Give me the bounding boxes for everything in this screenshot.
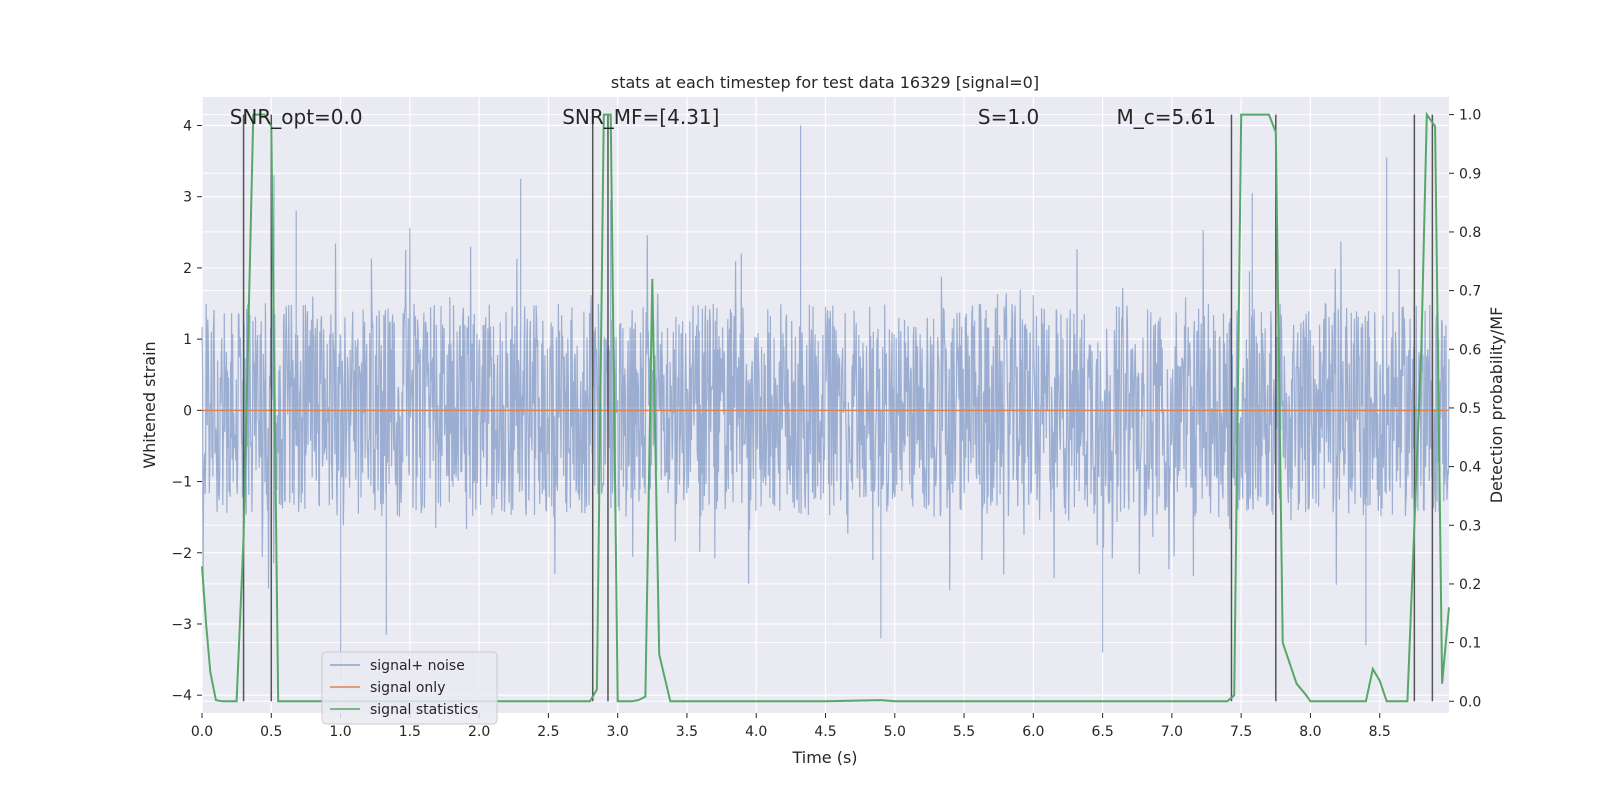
x-tick-label: 6.0: [1022, 724, 1044, 740]
x-tick-label: 6.5: [1091, 724, 1113, 740]
x-axis-label: Time (s): [791, 748, 857, 767]
x-tick-label: 2.0: [468, 724, 490, 740]
y-tick-label: 3: [183, 190, 192, 206]
annotation-text: SNR_MF=[4.31]: [562, 105, 719, 129]
x-tick-label: 3.5: [676, 724, 698, 740]
y2-tick-label: 0.2: [1459, 577, 1481, 593]
y-tick-label: −2: [171, 546, 192, 562]
x-tick-label: 3.0: [607, 724, 629, 740]
legend-label-noise: signal+ noise: [370, 658, 465, 674]
y2-tick-label: 0.9: [1459, 166, 1481, 182]
y2-tick-label: 0.0: [1459, 694, 1481, 710]
y2-tick-label: 0.6: [1459, 342, 1481, 358]
y-tick-label: 0: [183, 403, 192, 419]
legend: signal+ noise signal only signal statist…: [321, 651, 498, 725]
annotation-text: S=1.0: [978, 105, 1039, 129]
annotation-text: M_c=5.61: [1116, 105, 1216, 129]
detection-vlines: [242, 114, 1434, 702]
x-tick-label: 7.0: [1161, 724, 1183, 740]
y-tick-label: −1: [171, 475, 192, 491]
x-axis-ticks: 0.0 0.5 1.0 1.5 2.0 2.5 3.0 3.5 4.0 4.5 5.0 5.5 6.0 6…: [191, 713, 1391, 740]
x-tick-label: 5.0: [884, 724, 906, 740]
y-axis-ticks: −4 −3 −2 −1 0 1 2 3 4: [171, 118, 202, 704]
x-tick-label: 8.5: [1369, 724, 1391, 740]
legend-label-stats: signal statistics: [370, 702, 478, 718]
x-tick-label: 5.5: [953, 724, 975, 740]
y-axis-label: Whitened strain: [140, 341, 159, 468]
annotation-text: SNR_opt=0.0: [230, 105, 363, 129]
stats-line: [201, 111, 1450, 703]
y2-tick-label: 1.0: [1459, 108, 1481, 124]
y-tick-label: 1: [183, 332, 192, 348]
y-tick-label: 4: [183, 118, 192, 134]
y-tick-label: −3: [171, 617, 192, 633]
y2-tick-label: 0.3: [1459, 518, 1481, 534]
x-tick-label: 2.5: [537, 724, 559, 740]
chart-title: stats at each timestep for test data 163…: [611, 73, 1039, 92]
y2-tick-label: 0.1: [1459, 636, 1481, 652]
x-tick-label: 1.0: [329, 724, 351, 740]
y-tick-label: −4: [171, 688, 192, 704]
legend-label-signal: signal only: [370, 680, 445, 696]
annotations: SNR_opt=0.0 SNR_MF=[4.31] S=1.0 M_c=5.61: [230, 105, 1216, 129]
y2-tick-label: 0.7: [1459, 284, 1481, 300]
y2-tick-label: 0.4: [1459, 460, 1481, 476]
y2-tick-label: 0.5: [1459, 401, 1481, 417]
signal-statistics-series: [201, 111, 1450, 703]
y2-tick-label: 0.8: [1459, 225, 1481, 241]
x-tick-label: 8.0: [1299, 724, 1321, 740]
x-tick-label: 4.5: [814, 724, 836, 740]
x-tick-label: 0.5: [260, 724, 282, 740]
x-tick-label: 1.5: [399, 724, 421, 740]
legend-box: [321, 651, 498, 725]
y-tick-label: 2: [183, 261, 192, 277]
y2-axis-label: Detection probability/MF: [1487, 307, 1506, 504]
x-tick-label: 0.0: [191, 724, 213, 740]
x-tick-label: 4.0: [745, 724, 767, 740]
y2-axis-ticks: 0.0 0.1 0.2 0.3 0.4 0.5 0.6 0.7 0.8 0.9 1.0: [1449, 108, 1481, 710]
x-tick-label: 7.5: [1230, 724, 1252, 740]
